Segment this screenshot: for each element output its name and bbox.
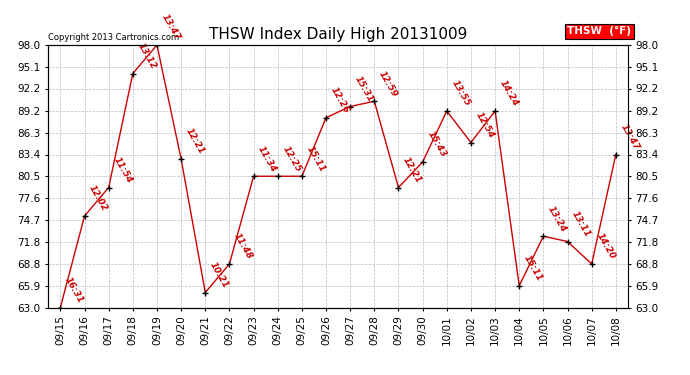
Text: 15:43: 15:43 xyxy=(426,130,448,159)
Title: THSW Index Daily High 20131009: THSW Index Daily High 20131009 xyxy=(209,27,467,42)
Text: 13:47: 13:47 xyxy=(160,13,182,42)
Text: 15:11: 15:11 xyxy=(522,254,544,283)
Text: 13:55: 13:55 xyxy=(450,79,472,108)
Text: 13:11: 13:11 xyxy=(571,209,593,239)
Text: 12:54: 12:54 xyxy=(474,110,496,140)
Text: 11:48: 11:48 xyxy=(233,232,255,261)
Text: 14:20: 14:20 xyxy=(595,232,617,261)
Text: 11:34: 11:34 xyxy=(257,144,279,174)
Text: 12:21: 12:21 xyxy=(184,127,206,156)
Text: 13:47: 13:47 xyxy=(619,122,641,152)
Text: 14:24: 14:24 xyxy=(498,79,520,108)
Text: 13:12: 13:12 xyxy=(136,41,158,71)
Text: 12:21: 12:21 xyxy=(402,155,424,185)
Text: 12:25: 12:25 xyxy=(281,144,303,174)
Text: 11:54: 11:54 xyxy=(112,155,134,185)
Text: 10:21: 10:21 xyxy=(208,260,230,290)
Text: 15:31: 15:31 xyxy=(353,74,375,104)
Text: 16:31: 16:31 xyxy=(63,275,86,305)
Text: 13:24: 13:24 xyxy=(546,204,569,234)
Text: 12:26: 12:26 xyxy=(329,86,351,115)
Text: 12:02: 12:02 xyxy=(88,184,110,213)
Text: THSW  (°F): THSW (°F) xyxy=(567,26,631,36)
Text: Copyright 2013 Cartronics.com: Copyright 2013 Cartronics.com xyxy=(48,33,179,42)
Text: 12:59: 12:59 xyxy=(377,69,400,99)
Text: 15:11: 15:11 xyxy=(305,144,327,174)
